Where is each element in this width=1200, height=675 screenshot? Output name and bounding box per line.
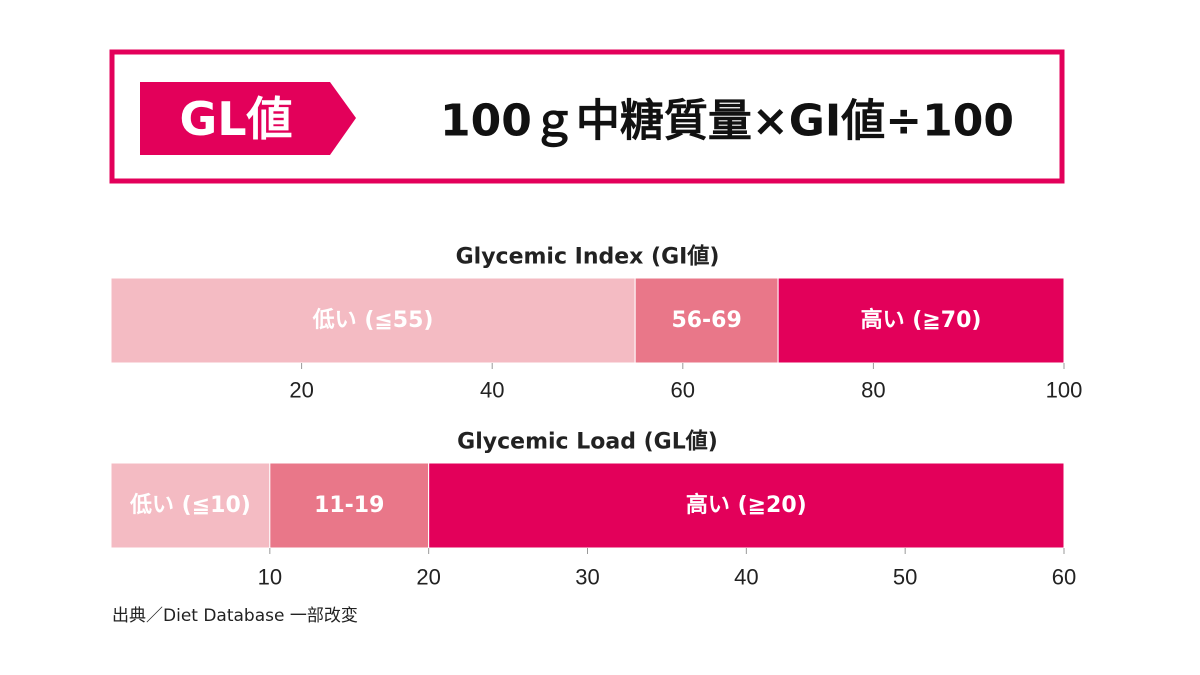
segment-label: 56-69	[671, 308, 741, 333]
segment-label: 11-19	[314, 493, 384, 518]
x-tick-label: 100	[1046, 378, 1083, 403]
source: 出典／Diet Database 一部改変	[112, 606, 358, 626]
segment-label: 低い (≦55)	[312, 308, 434, 333]
segment	[428, 462, 1065, 549]
segment	[777, 277, 1065, 364]
x-tick-label: 10	[258, 565, 282, 590]
x-tick-label: 40	[480, 378, 504, 403]
x-tick-label: 20	[289, 378, 313, 403]
chart-title: Glycemic Index (GI値)	[456, 245, 720, 270]
segment	[110, 277, 636, 364]
x-tick-label: 60	[1052, 565, 1076, 590]
header-label: GL値	[179, 92, 292, 146]
formula: 100ｇ中糖質量×GI値÷100	[440, 96, 1014, 148]
segment-label: 高い (≧70)	[861, 307, 982, 333]
x-tick-label: 20	[416, 565, 440, 590]
header-box	[109, 49, 1065, 184]
chart-title: Glycemic Load (GL値)	[457, 430, 718, 455]
segment	[634, 277, 779, 364]
x-tick-label: 30	[575, 565, 599, 590]
x-tick-label: 40	[734, 565, 758, 590]
x-tick-label: 50	[893, 565, 917, 590]
segment-label: 高い (≧20)	[686, 492, 807, 518]
segment-label: 低い (≦10)	[129, 493, 251, 518]
header-label-box	[140, 82, 356, 155]
x-tick-label: 60	[671, 378, 695, 403]
x-tick-label: 80	[861, 378, 885, 403]
